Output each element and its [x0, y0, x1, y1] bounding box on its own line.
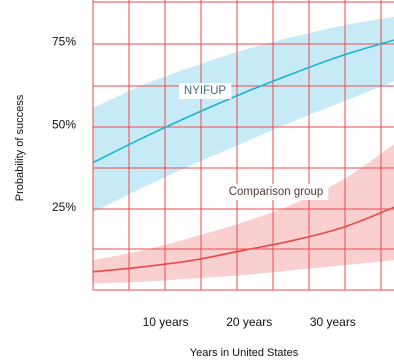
series-labels: NYIFUP Comparison group: [178, 83, 329, 200]
y-axis-label: Probability of success: [14, 94, 26, 201]
y-tick-label: 25%: [52, 200, 76, 214]
nyifup-band: [93, 16, 394, 213]
x-axis-label: Years in United States: [190, 347, 299, 359]
confidence-bands: [93, 16, 394, 284]
nyifup-label-bg: [178, 83, 232, 99]
series-lines: [92, 39, 394, 273]
x-tick-label: 10 years: [143, 315, 189, 329]
y-tick-label: 75%: [52, 35, 76, 49]
comparison-group-label-bg: [223, 184, 329, 200]
x-axis-ticks: 10 years 20 years 30 years: [143, 315, 356, 329]
nyifup-label: NYIFUP: [184, 85, 227, 97]
x-tick-label: 30 years: [310, 315, 356, 329]
nyifup-label-group: NYIFUP: [178, 83, 232, 99]
grid: [92, 0, 394, 291]
comparison-group-line: [92, 206, 394, 273]
comparison-group-label-group: Comparison group: [223, 184, 329, 200]
x-tick-label: 20 years: [226, 315, 272, 329]
nyifup-line: [92, 39, 394, 164]
y-tick-label: 50%: [52, 117, 76, 131]
comparison-group-label: Comparison group: [229, 186, 324, 198]
y-axis-ticks: 25% 50% 75%: [52, 35, 76, 215]
